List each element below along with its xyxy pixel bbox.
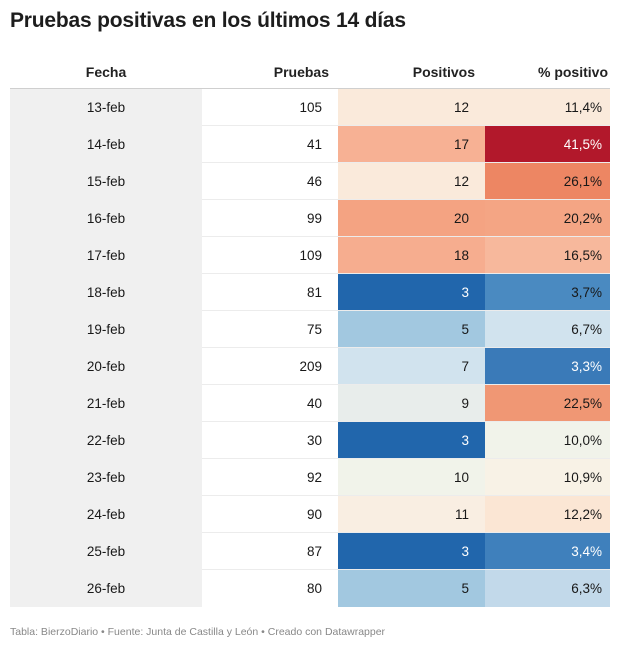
cell-positivos: 20 xyxy=(338,200,485,237)
cell-pct-positivo: 12,2% xyxy=(485,496,610,533)
table-body: 13-feb 105 12 11,4% 14-feb 41 17 41,5% 15-feb 46 1… xyxy=(10,89,610,607)
cell-fecha: 14-feb xyxy=(10,126,202,163)
cell-pct-positivo: 3,7% xyxy=(485,274,610,311)
table-row: 19-feb 75 5 6,7% xyxy=(10,311,610,348)
cell-pct-positivo: 26,1% xyxy=(485,163,610,200)
table-row: 22-feb 30 3 10,0% xyxy=(10,422,610,459)
source-footer: Tabla: BierzoDiario • Fuente: Junta de C… xyxy=(10,626,386,638)
table-row: 20-feb 209 7 3,3% xyxy=(10,348,610,385)
table-row: 17-feb 109 18 16,5% xyxy=(10,237,610,274)
cell-positivos: 11 xyxy=(338,496,485,533)
cell-fecha: 18-feb xyxy=(10,274,202,311)
cell-pruebas: 81 xyxy=(306,285,322,300)
cell-fecha: 15-feb xyxy=(10,163,202,200)
cell-pruebas: 75 xyxy=(306,322,322,337)
header-fecha[interactable]: Fecha xyxy=(85,63,127,80)
table-row: 16-feb 99 20 20,2% xyxy=(10,200,610,237)
data-table: Fecha Pruebas Positivos % positivo 13-fe… xyxy=(10,55,610,607)
cell-pct-positivo: 3,3% xyxy=(485,348,610,385)
table-row: 26-feb 80 5 6,3% xyxy=(10,570,610,607)
table-row: 15-feb 46 12 26,1% xyxy=(10,163,610,200)
cell-positivos: 10 xyxy=(338,459,485,496)
cell-fecha: 13-feb xyxy=(10,89,202,126)
cell-pruebas: 92 xyxy=(306,470,322,485)
cell-positivos: 7 xyxy=(338,348,485,385)
table-row: 13-feb 105 12 11,4% xyxy=(10,89,610,126)
header-pruebas[interactable]: Pruebas xyxy=(273,63,329,80)
cell-pruebas: 90 xyxy=(306,507,322,522)
cell-pct-positivo: 22,5% xyxy=(485,385,610,422)
cell-pct-positivo: 11,4% xyxy=(485,89,610,126)
cell-pruebas: 87 xyxy=(306,544,322,559)
cell-pct-positivo: 16,5% xyxy=(485,237,610,274)
header-positivos[interactable]: Positivos xyxy=(412,63,475,80)
cell-positivos: 5 xyxy=(338,311,485,348)
table-row: 24-feb 90 11 12,2% xyxy=(10,496,610,533)
cell-fecha: 21-feb xyxy=(10,385,202,422)
table-row: 14-feb 41 17 41,5% xyxy=(10,126,610,163)
cell-fecha: 20-feb xyxy=(10,348,202,385)
cell-pruebas: 40 xyxy=(306,396,322,411)
header-pct-positivo[interactable]: % positivo xyxy=(537,63,608,80)
table-row: 25-feb 87 3 3,4% xyxy=(10,533,610,570)
cell-positivos: 18 xyxy=(338,237,485,274)
cell-pruebas: 80 xyxy=(306,581,322,596)
cell-fecha: 23-feb xyxy=(10,459,202,496)
cell-fecha: 16-feb xyxy=(10,200,202,237)
cell-pct-positivo: 10,0% xyxy=(485,422,610,459)
cell-positivos: 12 xyxy=(338,163,485,200)
cell-fecha: 25-feb xyxy=(10,533,202,570)
cell-pct-positivo: 20,2% xyxy=(485,200,610,237)
cell-fecha: 24-feb xyxy=(10,496,202,533)
table-row: 23-feb 92 10 10,9% xyxy=(10,459,610,496)
cell-positivos: 17 xyxy=(338,126,485,163)
cell-fecha: 19-feb xyxy=(10,311,202,348)
cell-pruebas: 30 xyxy=(306,433,322,448)
cell-pct-positivo: 41,5% xyxy=(485,126,610,163)
table-row: 18-feb 81 3 3,7% xyxy=(10,274,610,311)
cell-pruebas: 46 xyxy=(306,174,322,189)
cell-positivos: 5 xyxy=(338,570,485,607)
cell-positivos: 3 xyxy=(338,274,485,311)
cell-pruebas: 99 xyxy=(306,211,322,226)
cell-pct-positivo: 10,9% xyxy=(485,459,610,496)
cell-positivos: 9 xyxy=(338,385,485,422)
cell-pruebas: 109 xyxy=(299,248,322,263)
cell-pruebas: 105 xyxy=(299,100,322,115)
cell-pct-positivo: 6,7% xyxy=(485,311,610,348)
cell-pruebas: 209 xyxy=(299,359,322,374)
cell-fecha: 22-feb xyxy=(10,422,202,459)
cell-fecha: 26-feb xyxy=(10,570,202,607)
cell-pruebas: 41 xyxy=(306,137,322,152)
table-header: Fecha Pruebas Positivos % positivo xyxy=(10,55,610,89)
cell-positivos: 3 xyxy=(338,422,485,459)
cell-positivos: 12 xyxy=(338,89,485,126)
chart-title: Pruebas positivas en los últimos 14 días xyxy=(10,9,406,32)
table-row: 21-feb 40 9 22,5% xyxy=(10,385,610,422)
cell-positivos: 3 xyxy=(338,533,485,570)
cell-pct-positivo: 3,4% xyxy=(485,533,610,570)
cell-fecha: 17-feb xyxy=(10,237,202,274)
cell-pct-positivo: 6,3% xyxy=(485,570,610,607)
